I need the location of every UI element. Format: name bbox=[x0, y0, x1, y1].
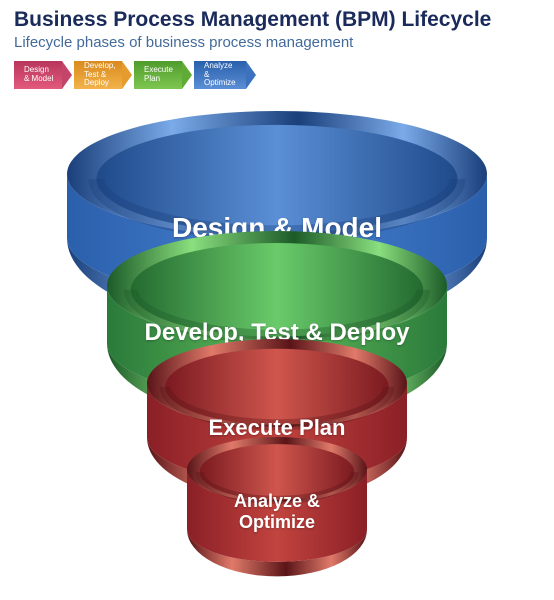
legend-item-0: Design & Model bbox=[14, 61, 62, 89]
page-subtitle: Lifecycle phases of business process man… bbox=[14, 34, 540, 51]
legend-item-1: Develop, Test & Deploy bbox=[74, 61, 122, 89]
legend-item-label: Analyze & Optimize bbox=[204, 62, 240, 88]
legend-chevrons: Design & Model Develop, Test & Deploy Exec… bbox=[0, 55, 554, 89]
funnel-ring-3: Analyze & Optimize bbox=[185, 435, 369, 593]
funnel-ring-label: Analyze & Optimize bbox=[234, 491, 320, 533]
page-title: Business Process Management (BPM) Lifecy… bbox=[14, 8, 540, 32]
legend-item-2: Execute Plan bbox=[134, 61, 182, 89]
legend-item-3: Analyze & Optimize bbox=[194, 61, 246, 89]
legend-item-label: Design & Model bbox=[24, 66, 53, 84]
header: Business Process Management (BPM) Lifecy… bbox=[0, 0, 554, 55]
funnel-chart: Design & ModelDevelop, Test & DeployExec… bbox=[0, 89, 554, 569]
legend-item-label: Develop, Test & Deploy bbox=[84, 62, 116, 88]
legend-item-label: Execute Plan bbox=[144, 66, 173, 84]
